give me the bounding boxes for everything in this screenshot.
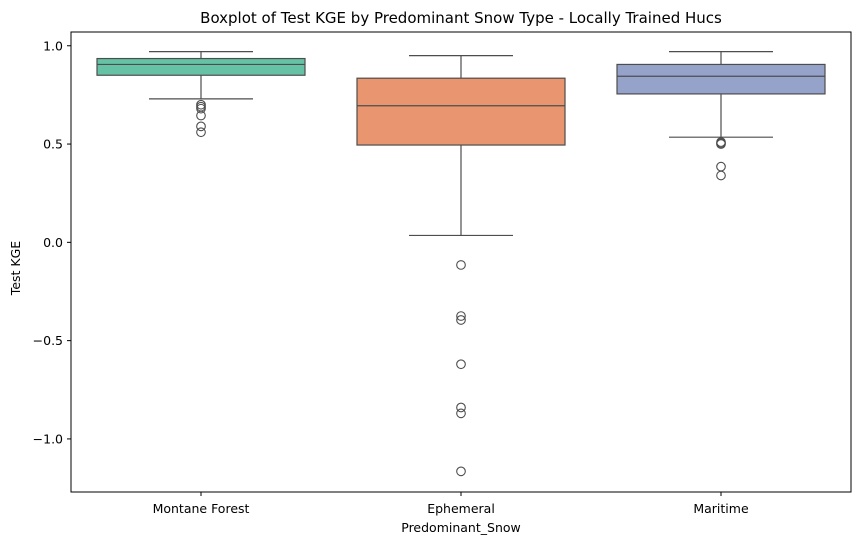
- outlier-point: [716, 170, 726, 181]
- box-group-ephemeral: [356, 54, 566, 477]
- outlier-point: [716, 161, 726, 172]
- y-tick-label: 1.0: [43, 38, 63, 53]
- outlier-point: [196, 110, 206, 121]
- outlier-point: [716, 139, 726, 149]
- y-axis-label: Test KGE: [8, 241, 23, 296]
- outlier-point: [196, 127, 206, 138]
- x-tick-label: Montane Forest: [153, 501, 250, 516]
- x-tick-label: Ephemeral: [427, 501, 495, 516]
- outlier-point: [456, 359, 466, 370]
- outlier-point: [456, 260, 466, 270]
- plot-area: −1.0 −0.5 0.0 0.5 1.0 Montane Forest Ephemeral…: [33, 31, 852, 516]
- y-tick-label: −1.0: [33, 431, 63, 446]
- outlier-point: [196, 121, 206, 132]
- box-iqr: [356, 77, 566, 146]
- y-tick-label: −0.5: [33, 333, 63, 348]
- box-iqr: [96, 57, 306, 76]
- x-tick-label: Maritime: [693, 501, 749, 516]
- outlier-point: [456, 311, 466, 321]
- outlier-point: [456, 466, 466, 477]
- x-axis-label: Predominant_Snow: [401, 520, 521, 535]
- outlier-point: [196, 101, 206, 112]
- chart-title: Boxplot of Test KGE by Predominant Snow …: [200, 9, 722, 27]
- outlier-point: [456, 402, 466, 413]
- box-iqr: [616, 63, 826, 95]
- box-group-montane-forest: [96, 51, 306, 138]
- box-group-maritime: [616, 51, 826, 181]
- y-tick-label: 0.0: [43, 235, 63, 250]
- outlier-point: [456, 408, 466, 419]
- outlier-point: [456, 315, 466, 325]
- y-tick-label: 0.5: [43, 137, 63, 152]
- outlier-point: [196, 103, 206, 114]
